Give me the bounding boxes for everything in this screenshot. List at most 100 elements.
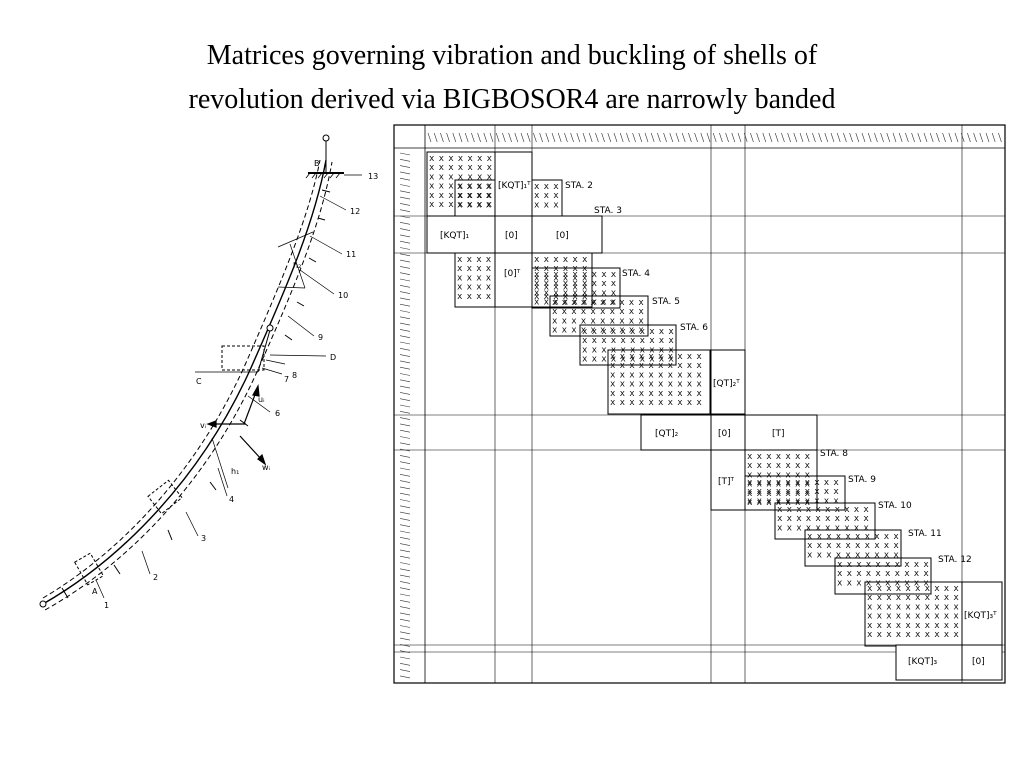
svg-text:x: x xyxy=(785,489,791,499)
svg-text:x: x xyxy=(925,621,931,631)
svg-text:x: x xyxy=(572,279,578,289)
svg-text:x: x xyxy=(867,584,873,594)
svg-text:x: x xyxy=(696,361,702,371)
svg-text:x: x xyxy=(826,541,832,551)
svg-text:x: x xyxy=(619,307,625,317)
svg-text:x: x xyxy=(856,560,862,570)
svg-text:x: x xyxy=(476,182,482,192)
svg-text:x: x xyxy=(592,279,598,289)
svg-text:x: x xyxy=(658,380,664,390)
svg-text:x: x xyxy=(611,298,617,308)
svg-text:x: x xyxy=(477,182,483,192)
svg-text:x: x xyxy=(458,191,464,201)
svg-text:x: x xyxy=(563,264,569,274)
svg-text:x: x xyxy=(805,470,811,480)
svg-text:x: x xyxy=(476,191,482,201)
svg-text:x: x xyxy=(757,480,763,490)
svg-text:x: x xyxy=(677,398,683,408)
svg-text:x: x xyxy=(582,327,588,337)
svg-text:x: x xyxy=(582,279,588,289)
svg-text:x: x xyxy=(544,292,550,302)
svg-text:x: x xyxy=(896,584,902,594)
svg-text:x: x xyxy=(572,273,578,283)
sta-3-lower-block: x x x xx x x xx x x xx x x xx x x x xyxy=(454,252,496,308)
svg-text:x: x xyxy=(429,182,435,192)
svg-text:x: x xyxy=(944,630,950,640)
svg-text:x: x xyxy=(867,621,873,631)
svg-text:x: x xyxy=(582,264,588,274)
sta-2-left-block: x x x xx x x xx x x x xyxy=(454,179,496,217)
svg-text:x: x xyxy=(572,255,578,265)
svg-text:x: x xyxy=(467,264,473,274)
svg-text:[QT]₂ᵀ: [QT]₂ᵀ xyxy=(713,379,740,389)
svg-text:x: x xyxy=(639,352,645,362)
svg-text:x: x xyxy=(886,584,892,594)
svg-text:x: x xyxy=(877,630,883,640)
station-label-8: STA. 10 xyxy=(878,501,912,511)
svg-text:x: x xyxy=(776,478,782,488)
svg-text:x: x xyxy=(563,273,569,283)
svg-text:x: x xyxy=(448,154,454,164)
svg-text:x: x xyxy=(486,200,492,210)
svg-text:x: x xyxy=(844,505,850,515)
svg-text:x: x xyxy=(467,191,473,201)
svg-text:x: x xyxy=(668,352,674,362)
svg-text:x: x xyxy=(429,191,435,201)
branch-end-circle xyxy=(266,324,274,332)
svg-text:x: x xyxy=(854,523,860,533)
svg-text:x: x xyxy=(815,505,821,515)
submatrix-zero-a: [0] xyxy=(494,215,533,254)
svg-text:x: x xyxy=(467,292,473,302)
svg-text:x: x xyxy=(914,560,920,570)
svg-text:x: x xyxy=(953,602,959,612)
svg-text:x: x xyxy=(847,578,853,588)
svg-text:x: x xyxy=(476,273,482,283)
svg-text:x: x xyxy=(747,470,753,480)
svg-text:x: x xyxy=(448,163,454,173)
displacement-label-0: vᵢ xyxy=(200,421,206,430)
node-label-10: 10 xyxy=(338,291,348,300)
svg-text:x: x xyxy=(552,316,558,326)
svg-text:x: x xyxy=(805,478,811,488)
svg-text:x: x xyxy=(944,602,950,612)
svg-text:x: x xyxy=(747,489,753,499)
svg-text:x: x xyxy=(677,361,683,371)
svg-text:x: x xyxy=(776,496,782,506)
svg-text:x: x xyxy=(687,361,693,371)
svg-text:x: x xyxy=(620,361,626,371)
svg-text:x: x xyxy=(477,154,483,164)
slide-title-line-2: revolution derived via BIGBOSOR4 are nar… xyxy=(188,84,836,115)
svg-text:x: x xyxy=(611,355,617,365)
svg-text:x: x xyxy=(639,370,645,380)
svg-text:x: x xyxy=(638,307,644,317)
svg-text:x: x xyxy=(886,621,892,631)
meridian-reference-line xyxy=(42,159,327,605)
svg-text:x: x xyxy=(620,398,626,408)
svg-text:x: x xyxy=(534,298,540,308)
svg-text:x: x xyxy=(648,398,654,408)
svg-text:x: x xyxy=(563,288,569,298)
svg-text:x: x xyxy=(486,264,492,274)
svg-text:x: x xyxy=(610,398,616,408)
svg-text:x: x xyxy=(572,283,578,293)
svg-text:x: x xyxy=(795,461,801,471)
svg-text:x: x xyxy=(639,380,645,390)
svg-text:x: x xyxy=(553,283,559,293)
submatrix-kqt1-T: [KQT]₁ᵀ xyxy=(494,151,533,217)
svg-text:x: x xyxy=(856,578,862,588)
svg-text:x: x xyxy=(677,352,683,362)
svg-text:x: x xyxy=(867,602,873,612)
svg-text:[0]: [0] xyxy=(718,429,731,439)
svg-text:x: x xyxy=(915,621,921,631)
svg-text:x: x xyxy=(487,172,493,182)
svg-text:x: x xyxy=(787,523,793,533)
svg-text:x: x xyxy=(944,621,950,631)
station-label-10: STA. 12 xyxy=(938,555,972,565)
svg-text:x: x xyxy=(582,345,588,355)
svg-text:x: x xyxy=(925,630,931,640)
sta-2-block: x x xx x xx x x xyxy=(531,179,563,217)
station-label-5: STA. 6 xyxy=(680,323,708,333)
svg-text:x: x xyxy=(776,470,782,480)
dimension-label-0: h₁ xyxy=(231,467,239,476)
svg-text:x: x xyxy=(845,532,851,542)
